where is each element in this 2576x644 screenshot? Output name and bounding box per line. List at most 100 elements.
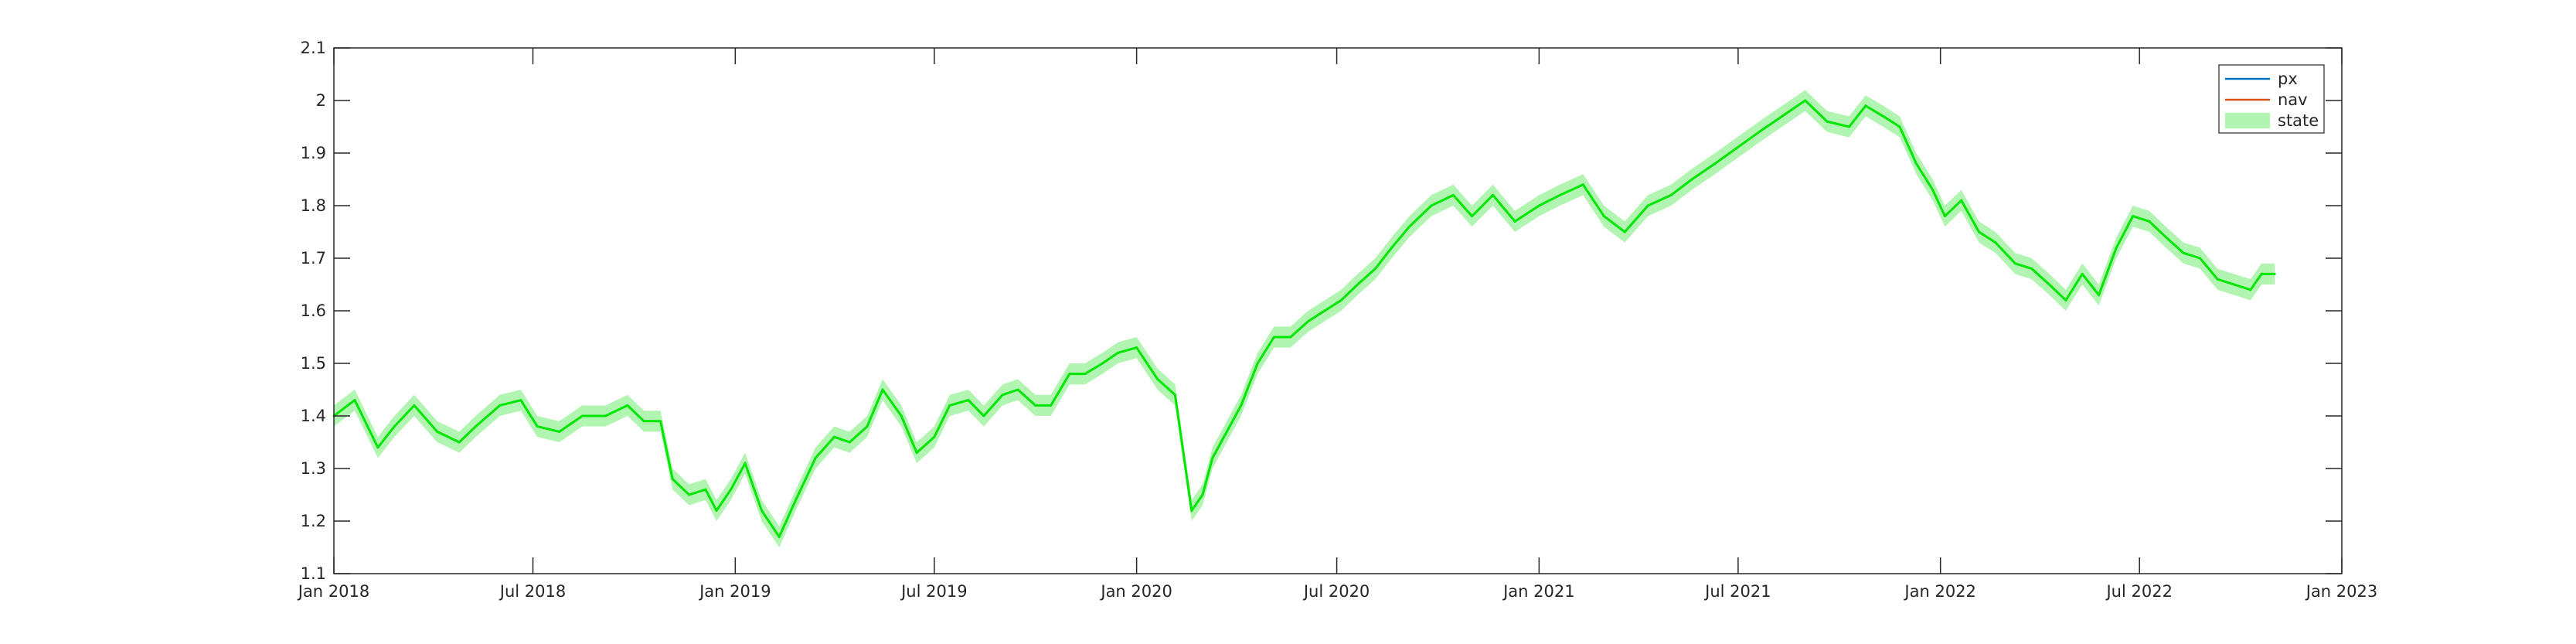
state-point: [353, 399, 356, 402]
state-point: [967, 399, 970, 402]
state-point: [1211, 456, 1214, 459]
state-point: [1537, 204, 1540, 207]
x-tick-label: Jan 2023: [2305, 582, 2378, 601]
state-band: [334, 90, 2275, 547]
state-point: [2148, 220, 2151, 223]
y-tick-label: 2: [316, 91, 326, 110]
legend-label-nav: nav: [2278, 90, 2308, 109]
state-point: [2199, 257, 2201, 260]
state-point: [1050, 404, 1053, 407]
state-point: [1068, 373, 1071, 376]
state-point: [1713, 162, 1717, 165]
state-point: [848, 441, 851, 444]
state-point: [1804, 99, 1807, 102]
state-point: [1016, 388, 1019, 391]
state-point: [1581, 183, 1584, 186]
state-point: [1623, 230, 1626, 233]
state-point: [1736, 146, 1738, 149]
state-point: [499, 404, 502, 407]
state-point: [659, 420, 662, 423]
state-point: [1307, 320, 1310, 323]
state-point: [1430, 204, 1433, 207]
state-point: [2249, 288, 2252, 291]
y-tick-label: 1.2: [301, 512, 326, 530]
state-point: [1826, 120, 1829, 123]
state-point: [475, 425, 477, 428]
x-tick-label: Jul 2018: [499, 582, 566, 601]
state-point: [2098, 294, 2101, 297]
state-point: [715, 509, 718, 512]
state-point: [626, 404, 629, 407]
state-point: [900, 414, 903, 417]
state-point: [2132, 215, 2135, 218]
legend-swatch-state: [2225, 113, 2270, 128]
y-tick-label: 1.6: [301, 302, 326, 320]
state-point: [1201, 493, 1204, 496]
state-point: [1408, 225, 1411, 228]
state-point: [948, 404, 951, 407]
state-point: [1492, 193, 1495, 196]
state-point: [1669, 193, 1673, 196]
state-point: [1931, 189, 1935, 192]
state-point: [2260, 272, 2263, 275]
state-point: [1513, 220, 1516, 223]
state-point: [2115, 246, 2118, 249]
y-tick-label: 1.3: [301, 459, 326, 478]
state-point: [2048, 283, 2050, 286]
state-point: [2216, 278, 2219, 281]
x-tick-label: Jul 2020: [1302, 582, 1370, 601]
state-point: [1898, 125, 1901, 128]
state-point: [1781, 114, 1784, 118]
state-point: [1914, 162, 1918, 165]
state-point: [1690, 178, 1693, 181]
state-point: [1758, 131, 1761, 134]
state-point: [1943, 215, 1946, 218]
y-tick-label: 2.1: [301, 39, 326, 57]
state-point: [933, 435, 936, 438]
state-point: [1451, 193, 1455, 196]
state-point: [2030, 267, 2033, 271]
y-tick-label: 1.5: [301, 354, 326, 373]
state-point: [376, 446, 379, 449]
state-point: [393, 425, 396, 428]
state-point: [2164, 236, 2167, 239]
state-point: [1084, 373, 1087, 376]
state-point: [1101, 362, 1104, 365]
y-tick-label: 1.8: [301, 196, 326, 215]
x-tick-label: Jan 2019: [698, 582, 771, 601]
state-point: [413, 404, 416, 407]
state-point: [2081, 272, 2084, 275]
state-point: [536, 425, 539, 428]
y-tick-label: 1.9: [301, 144, 326, 162]
state-point: [1373, 267, 1376, 271]
state-point: [2182, 251, 2185, 254]
state-point: [1339, 298, 1342, 302]
x-tick-label: Jul 2021: [1703, 582, 1771, 601]
state-point: [1323, 309, 1326, 312]
state-point: [1225, 430, 1228, 433]
legend-label-px: px: [2278, 70, 2298, 88]
state-point: [1240, 404, 1243, 407]
state-point: [744, 462, 747, 465]
state-point: [915, 451, 918, 455]
state-point: [866, 425, 869, 428]
state-point: [1156, 377, 1159, 380]
x-tick-label: Jul 2019: [900, 582, 967, 601]
state-point: [2273, 272, 2276, 275]
state-point: [558, 430, 561, 433]
state-point: [1602, 215, 1605, 218]
state-point: [581, 414, 584, 417]
state-point: [642, 420, 645, 423]
state-point: [832, 435, 835, 438]
state-point: [604, 414, 607, 417]
state-point: [688, 493, 691, 496]
x-tick-label: Jan 2018: [297, 582, 370, 601]
x-tick-label: Jan 2020: [1099, 582, 1172, 601]
state-point: [519, 399, 522, 402]
state-point: [1646, 204, 1649, 207]
state-point: [1978, 230, 1980, 233]
state-point: [814, 456, 817, 459]
state-point: [795, 499, 798, 502]
state-point: [1190, 509, 1193, 512]
